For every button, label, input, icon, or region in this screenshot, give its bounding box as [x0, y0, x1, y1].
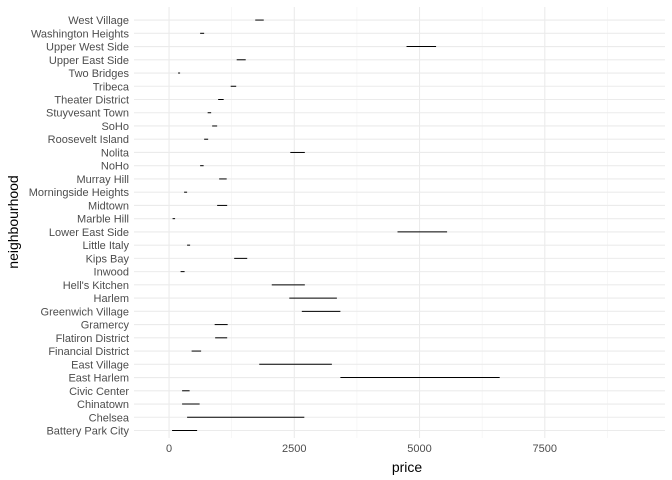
x-axis-title: price	[392, 459, 423, 475]
y-tick-label: Battery Park City	[46, 426, 129, 438]
y-tick-label: Tribeca	[93, 81, 130, 93]
y-tick-label: Washington Heights	[31, 28, 130, 40]
y-tick-label: Little Italy	[83, 240, 130, 252]
y-tick-label: East Village	[71, 359, 129, 371]
y-tick-label: East Harlem	[68, 373, 129, 385]
y-tick-label: Two Bridges	[68, 68, 129, 80]
y-tick-label: Hell's Kitchen	[63, 280, 129, 292]
y-tick-label: Greenwich Village	[41, 306, 129, 318]
y-tick-label: Financial District	[48, 346, 129, 358]
x-tick-label: 7500	[533, 443, 557, 455]
range-segments	[172, 19, 500, 431]
x-tick-labels: 0 2500 5000 7500	[166, 443, 557, 455]
x-tick-label: 5000	[407, 443, 431, 455]
x-tick-label: 0	[166, 443, 172, 455]
y-tick-label: SoHo	[101, 121, 129, 133]
y-tick-label: Nolita	[101, 147, 130, 159]
y-tick-label: Chelsea	[89, 412, 130, 424]
y-tick-label: Midtown	[88, 200, 129, 212]
y-tick-label: Marble Hill	[77, 214, 129, 226]
y-axis-title: neighbourhood	[5, 175, 21, 268]
y-tick-label: Harlem	[94, 293, 129, 305]
y-tick-label: Chinatown	[77, 399, 129, 411]
y-tick-label: Morningside Heights	[29, 187, 130, 199]
y-tick-label: Gramercy	[81, 320, 130, 332]
y-tick-label: Civic Center	[69, 386, 129, 398]
y-tick-label: Upper East Side	[49, 55, 129, 67]
y-tick-label: West Village	[68, 15, 129, 27]
y-tick-label: Kips Bay	[86, 253, 130, 265]
y-tick-label: Flatiron District	[56, 333, 129, 345]
grid-lines	[134, 7, 665, 438]
y-tick-label: Upper West Side	[46, 42, 129, 54]
y-tick-label: Lower East Side	[49, 227, 129, 239]
y-tick-label: Roosevelt Island	[48, 134, 129, 146]
y-tick-label: NoHo	[101, 161, 129, 173]
x-tick-label: 2500	[282, 443, 306, 455]
y-tick-label: Stuyvesant Town	[46, 108, 129, 120]
y-tick-label: Theater District	[54, 95, 129, 107]
y-tick-label: Murray Hill	[76, 174, 129, 186]
y-tick-label: Inwood	[94, 267, 129, 279]
